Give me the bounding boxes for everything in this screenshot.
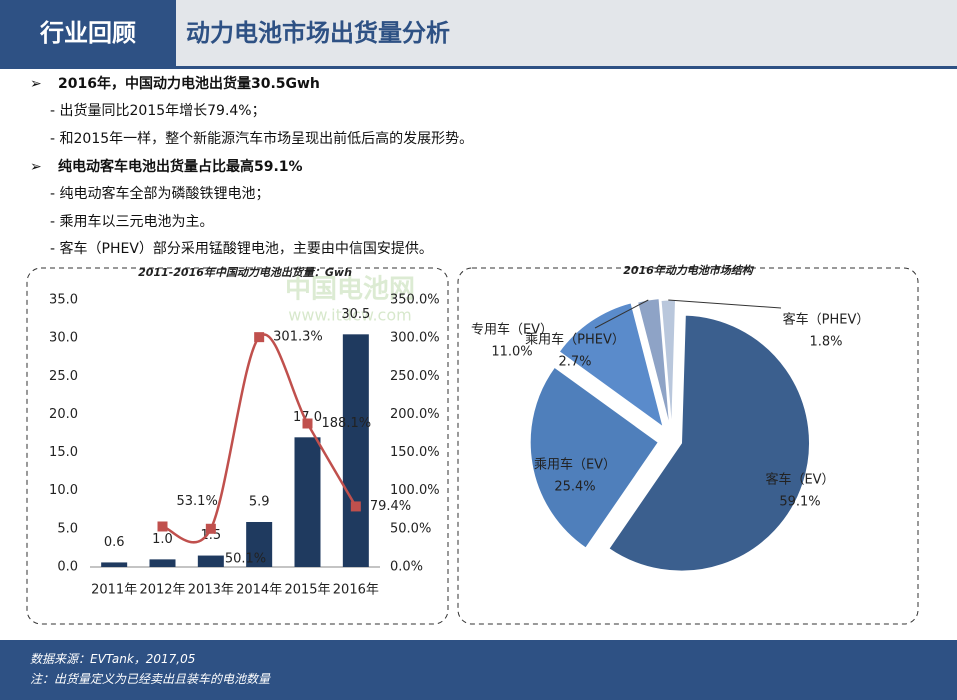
x-tick-label: 2016年: [333, 583, 379, 598]
line-marker: [254, 332, 265, 343]
y2-tick-label: 350.0%: [390, 293, 440, 308]
slice-label: 客车（EV）: [765, 472, 834, 488]
bullet-item: - 客车（PHEV）部分采用锰酸锂电池，主要由中信国安提供。: [50, 241, 433, 257]
y-tick-label: 15.0: [49, 445, 78, 460]
bar: [342, 334, 369, 567]
slice-value: 1.8%: [809, 335, 842, 350]
bullet-item: - 出货量同比2015年增长79.4%；: [50, 103, 266, 119]
line: [162, 333, 357, 544]
line-marker: [205, 523, 216, 534]
bar: [149, 559, 176, 567]
watermark: 中国电池网: [285, 275, 415, 305]
slice-label: 乘用车（EV）: [534, 457, 616, 473]
y-tick-label: 30.0: [49, 331, 78, 346]
slice-label: 专用车（EV）: [471, 322, 553, 338]
data-label: 1.0: [152, 532, 173, 547]
leader-line: [594, 299, 649, 329]
bullet-item: - 纯电动客车全部为磷酸铁锂电池；: [50, 186, 270, 202]
y2-tick-label: 0.0%: [390, 560, 423, 575]
data-label: 79.4%: [370, 499, 411, 514]
y-tick-label: 10.0: [49, 483, 78, 498]
header-band: [176, 0, 957, 66]
section-label: 行业回顾: [0, 0, 176, 66]
source: 数据来源：EVTank，2017,05: [30, 652, 196, 666]
y2-tick-label: 300.0%: [390, 331, 440, 346]
slice-value: 59.1%: [779, 495, 820, 510]
slice-value: 25.4%: [554, 480, 595, 495]
data-label: 5.9: [249, 494, 270, 509]
data-label: 0.6: [104, 535, 125, 550]
leader-line: [668, 299, 782, 309]
y-tick-label: 5.0: [57, 521, 78, 536]
bullet-heading: 2016年，中国动力电池出货量30.5Gwh: [30, 70, 473, 98]
pie-slice: [608, 314, 810, 572]
y2-tick-label: 200.0%: [390, 407, 440, 422]
slice-label: 客车（PHEV）: [783, 312, 870, 328]
x-tick-label: 2015年: [284, 583, 330, 598]
data-label: 1.5: [200, 528, 221, 543]
y-tick-label: 35.0: [49, 293, 78, 308]
chart-frame: [457, 267, 919, 625]
x-tick-label: 2012年: [139, 583, 185, 598]
chart-title: 2011-2016年中国动力电池出货量：Gwh: [138, 266, 352, 279]
chart-frame: [26, 267, 449, 625]
chart-title: 2016年动力电池市场结构: [623, 264, 755, 277]
bullet-item: - 乘用车以三元电池为主。: [50, 213, 214, 230]
bar: [246, 521, 273, 567]
watermark: www.itdcw.com: [288, 306, 411, 325]
y-tick-label: 0.0: [57, 560, 78, 575]
line-marker: [350, 501, 361, 512]
y2-tick-label: 150.0%: [390, 445, 440, 460]
note: 注：出货量定义为已经卖出且装车的电池数量: [30, 672, 271, 686]
x-tick-label: 2013年: [188, 583, 234, 598]
bar: [294, 437, 321, 567]
y-tick-label: 25.0: [49, 369, 78, 384]
line-marker: [302, 418, 313, 429]
y2-tick-label: 250.0%: [390, 369, 440, 384]
pie-slice: [529, 366, 659, 549]
slice-value: 2.7%: [558, 355, 591, 370]
pie-slice: [558, 302, 664, 428]
slice-label: 乘用车（PHEV）: [525, 332, 625, 348]
bar: [197, 555, 224, 567]
bullet-heading: 纯电动客车电池出货量占比最高59.1%: [30, 153, 473, 181]
data-label: 17.0: [293, 410, 322, 425]
data-label: 301.3%: [273, 330, 323, 345]
y2-tick-label: 100.0%: [390, 483, 440, 498]
x-tick-label: 2011年: [91, 583, 137, 598]
slide-title: 动力电池市场出货量分析: [186, 19, 450, 47]
y-tick-label: 20.0: [49, 407, 78, 422]
line-marker: [157, 521, 168, 532]
bullet-item: - 和2015年一样，整个新能源汽车市场呈现出前低后高的发展形势。: [50, 130, 474, 147]
header-rule: [0, 66, 957, 69]
slice-value: 11.0%: [491, 345, 532, 360]
data-label: 188.1%: [322, 416, 372, 431]
data-label: 30.5: [341, 307, 370, 322]
x-tick-label: 2014年: [236, 583, 282, 598]
footer: 数据来源：EVTank，2017,05 注：出货量定义为已经卖出且装车的电池数量: [0, 640, 957, 700]
y2-tick-label: 50.0%: [390, 521, 431, 536]
data-label: 50.1%: [225, 551, 266, 566]
bar: [101, 562, 128, 567]
data-label: 53.1%: [177, 494, 218, 509]
bullet-list: 2016年，中国动力电池出货量30.5Gwh - 出货量同比2015年增长79.4…: [30, 70, 473, 264]
